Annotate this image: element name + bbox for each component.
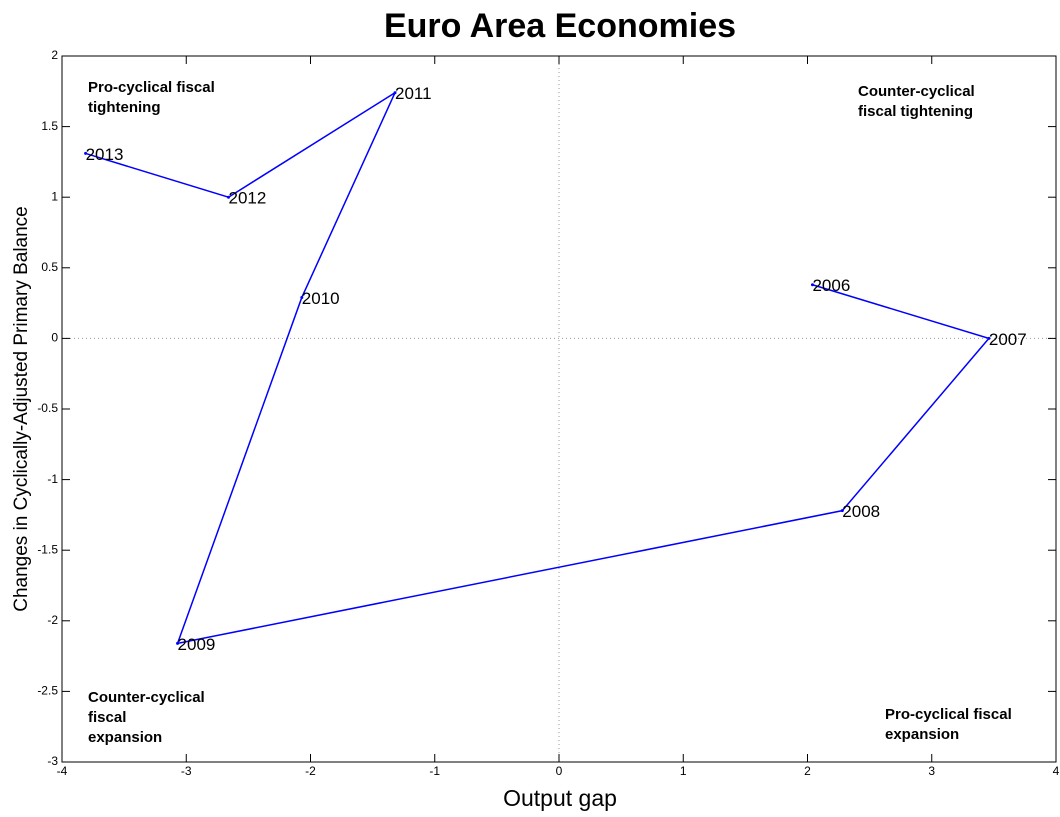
chart-title: Euro Area Economies: [384, 7, 736, 45]
y-tick-label: 0: [51, 331, 58, 345]
quadrant-annotation: Pro-cyclical fiscal: [885, 706, 1012, 723]
x-tick-label: -4: [57, 764, 68, 778]
x-tick-label: 1: [680, 764, 687, 778]
x-tick-label: 4: [1053, 764, 1060, 778]
point: [393, 91, 397, 95]
quadrant-annotation: Pro-cyclical fiscal: [88, 79, 215, 96]
point: [226, 195, 230, 199]
quadrant-annotation: Counter-cyclical: [858, 83, 975, 100]
x-tick-label: 2: [804, 764, 811, 778]
y-tick-label: -1: [47, 472, 58, 486]
point: [987, 336, 991, 340]
quadrant-annotation: Counter-cyclical: [88, 689, 205, 706]
quadrant-annotation: expansion: [885, 726, 959, 743]
point-label: 2010: [302, 289, 340, 308]
y-tick-label: 1.5: [41, 119, 58, 133]
point-label: 2009: [178, 635, 216, 654]
y-tick-label: -2.5: [37, 684, 58, 698]
x-tick-label: 0: [556, 764, 563, 778]
quadrant-annotation: fiscal tightening: [858, 103, 973, 120]
point-label: 2013: [86, 145, 124, 164]
quadrant-annotation: tightening: [88, 99, 160, 116]
x-tick-label: -1: [429, 764, 440, 778]
y-tick-label: -2: [47, 613, 58, 627]
point-label: 2006: [812, 276, 850, 295]
series-line: [85, 90, 991, 645]
point-label: 2007: [989, 330, 1027, 349]
point: [810, 283, 814, 287]
y-tick-label: 2: [51, 48, 58, 62]
y-tick-label: 1: [51, 189, 58, 203]
y-tick-label: -3: [47, 754, 58, 768]
point: [300, 295, 304, 299]
y-tick-label: -1.5: [37, 542, 58, 556]
y-tick-label: 0.5: [41, 260, 58, 274]
point: [840, 509, 844, 513]
x-axis-label: Output gap: [503, 785, 617, 811]
point-label: 2011: [395, 84, 432, 103]
point: [84, 151, 88, 155]
quadrant-annotation: fiscal: [88, 709, 126, 726]
x-tick-label: -3: [181, 764, 192, 778]
quadrant-annotation: expansion: [88, 729, 162, 746]
point-label: 2008: [842, 502, 880, 521]
x-tick-label: 3: [928, 764, 935, 778]
y-tick-label: -0.5: [37, 401, 58, 415]
point: [176, 641, 180, 645]
y-axis-label: Changes in Cyclically-Adjusted Primary B…: [11, 206, 32, 612]
x-tick-label: -2: [305, 764, 316, 778]
point-label: 2012: [228, 189, 266, 208]
